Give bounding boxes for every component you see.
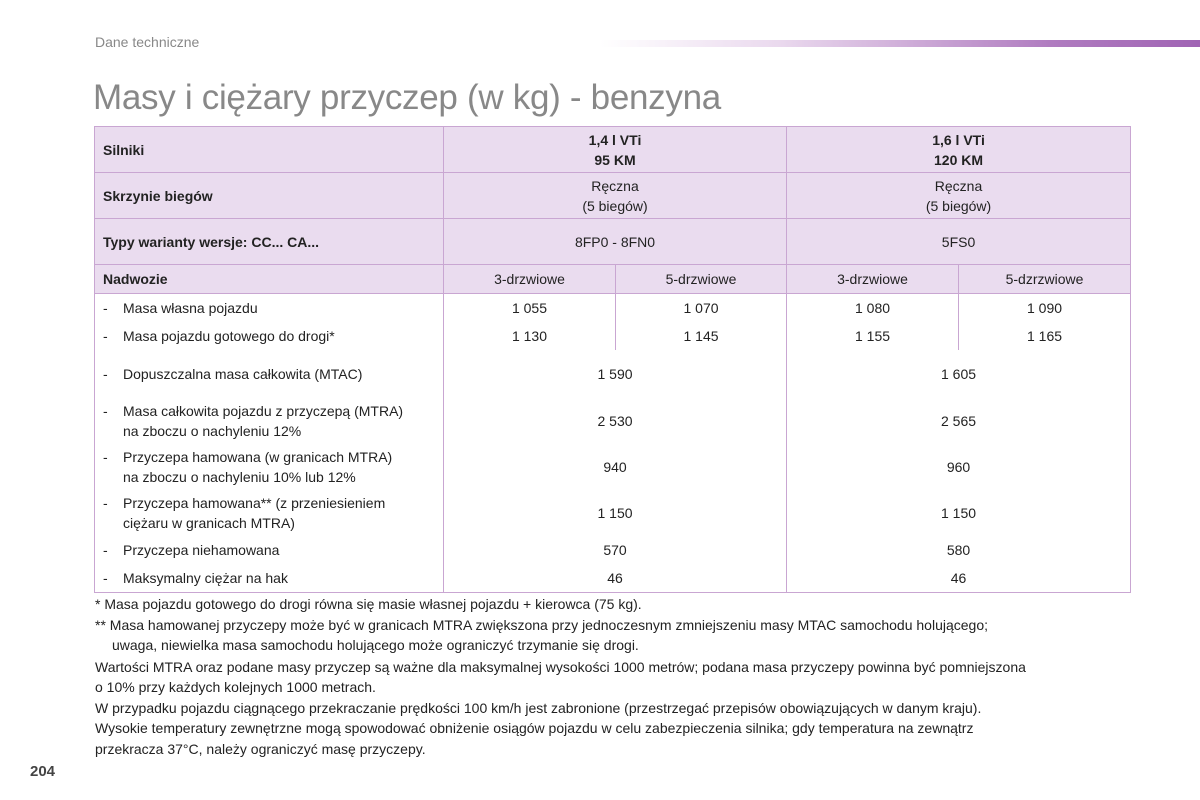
engine-2-power: 120 KM (934, 151, 984, 168)
row-label-text: Maksymalny ciężar na hak (123, 570, 288, 586)
body-label: Nadwozie (94, 264, 444, 294)
engines-row: Silniki 1,4 l VTi 95 KM 1,6 l VTi 120 KM (94, 126, 1132, 173)
table-row: - Masa całkowita pojazdu z przyczepą (MTR… (94, 398, 1132, 444)
value-cell: 1 070 (614, 293, 788, 322)
gearbox-2: Ręczna (5 biegów) (786, 172, 1132, 219)
row-label: - Przyczepa niehamowana (94, 536, 444, 564)
row-label: - Przyczepa hamowana (w granicach MTRA) na… (94, 444, 444, 490)
engine-1: 1,4 l VTi 95 KM (442, 126, 788, 173)
table-row: - Przyczepa hamowana (w granicach MTRA) na… (94, 444, 1132, 490)
row-label-line: na zboczu o nachyleniu 12% (123, 423, 302, 439)
types-label: Typy warianty wersje: CC... CA... (94, 218, 444, 265)
engine-1-power: 95 KM (594, 151, 636, 168)
footnote-2-continuation: uwaga, niewielka masa samochodu holujące… (112, 637, 639, 653)
table-row: - Dopuszczalna masa całkowita (MTAC) 1 59… (94, 350, 1132, 398)
value-cell: 2 565 (786, 398, 1132, 444)
row-label: - Masa pojazdu gotowego do drogi* (94, 322, 444, 350)
row-label: - Maksymalny ciężar na hak (94, 564, 444, 593)
table-row: - Masa własna pojazdu 1 055 1 070 1 080 1… (94, 293, 1132, 322)
row-label: - Masa własna pojazdu (94, 293, 444, 322)
row-dash: - (103, 328, 108, 344)
body-col-4: 5-dzrzwiowe (958, 264, 1132, 294)
row-label-line: ciężaru w granicach MTRA) (123, 515, 295, 531)
row-label-line: Przyczepa hamowana (w granicach MTRA) (123, 449, 393, 465)
types-1: 8FP0 - 8FN0 (442, 218, 788, 265)
page-number: 204 (30, 763, 56, 780)
footnote-2: ** Masa hamowanej przyczepy może być w g… (95, 616, 988, 633)
value-cell: 570 (442, 536, 788, 564)
gearbox-1-type: Ręczna (591, 177, 639, 194)
value-cell: 1 165 (958, 322, 1132, 350)
row-label: - Przyczepa hamowana** (z przeniesieniem c… (94, 490, 444, 536)
footnotes: * Masa pojazdu gotowego do drogi równa s… (95, 594, 1135, 759)
gearbox-2-type: Ręczna (934, 177, 983, 194)
row-label-line: Masa całkowita pojazdu z przyczepą (MTRA… (123, 403, 404, 419)
row-label-text: Masa całkowita pojazdu z przyczepą (MTRA… (123, 401, 423, 441)
table-row: - Przyczepa hamowana** (z przeniesieniem c… (94, 490, 1132, 536)
engines-label: Silniki (94, 126, 444, 173)
weights-table: Silniki 1,4 l VTi 95 KM 1,6 l VTi 120 KM… (94, 126, 1132, 593)
gearbox-2-gears: (5 biegów) (925, 197, 992, 214)
value-cell: 1 145 (614, 322, 788, 350)
value-cell: 1 155 (786, 322, 960, 350)
value-cell: 2 530 (442, 398, 788, 444)
value-cell: 1 055 (443, 293, 616, 322)
row-label: - Dopuszczalna masa całkowita (MTAC) (94, 350, 444, 398)
engine-2: 1,6 l VTi 120 KM (786, 126, 1132, 173)
value-cell: 1 130 (443, 322, 616, 350)
value-cell: 1 150 (786, 490, 1132, 536)
row-label-text: Masa pojazdu gotowego do drogi* (123, 328, 335, 344)
table-row: - Masa pojazdu gotowego do drogi* 1 130 1… (94, 322, 1132, 350)
body-col-2: 5-drzwiowe (614, 264, 788, 294)
note-speed: W przypadku pojazdu ciągnącego przekracz… (95, 699, 982, 716)
row-dash: - (103, 449, 108, 465)
footnote-1: * Masa pojazdu gotowego do drogi równa s… (95, 596, 642, 612)
row-dash: - (103, 570, 108, 586)
note-temperature: Wysokie temperatury zewnętrzne mogą spow… (95, 720, 974, 736)
row-label-text: Dopuszczalna masa całkowita (MTAC) (123, 366, 363, 382)
types-2: 5FS0 (786, 218, 1132, 265)
value-cell: 1 590 (442, 350, 788, 398)
gearbox-row: Skrzynie biegów Ręczna (5 biegów) Ręczna… (94, 172, 1132, 219)
note-mtra-continuation: o 10% przy każdych kolejnych 1000 metrac… (95, 679, 376, 695)
section-label: Dane techniczne (95, 34, 200, 50)
row-dash: - (103, 542, 108, 558)
value-cell: 1 090 (958, 293, 1132, 322)
gearbox-1-gears: (5 biegów) (582, 197, 648, 214)
types-row: Typy warianty wersje: CC... CA... 8FP0 -… (94, 218, 1132, 265)
gearbox-label: Skrzynie biegów (94, 172, 444, 219)
body-col-3: 3-drzwiowe (786, 264, 960, 294)
value-cell: 46 (442, 564, 788, 593)
row-dash: - (103, 366, 108, 382)
table-row: - Przyczepa niehamowana 570 580 (94, 536, 1132, 564)
value-cell: 46 (786, 564, 1132, 593)
value-cell: 960 (786, 444, 1132, 490)
row-label-text: Przyczepa hamowana** (z przeniesieniem ci… (123, 493, 423, 533)
value-cell: 1 605 (786, 350, 1132, 398)
row-label-line: na zboczu o nachyleniu 10% lub 12% (123, 469, 356, 485)
note-temperature-continuation: przekracza 37°C, należy ograniczyć masę … (95, 740, 426, 757)
value-cell: 940 (442, 444, 788, 490)
row-dash: - (103, 403, 108, 419)
engine-1-name: 1,4 l VTi (588, 131, 642, 148)
row-label: - Masa całkowita pojazdu z przyczepą (MTR… (94, 398, 444, 444)
row-label-text: Przyczepa hamowana (w granicach MTRA) na … (123, 447, 423, 487)
value-cell: 580 (786, 536, 1132, 564)
value-cell: 1 080 (786, 293, 960, 322)
row-label-text: Masa własna pojazdu (123, 300, 258, 316)
body-col-1: 3-drzwiowe (443, 264, 616, 294)
page-title: Masy i ciężary przyczep (w kg) - benzyna (93, 78, 721, 117)
row-label-text: Przyczepa niehamowana (123, 542, 280, 558)
row-label-line: Przyczepa hamowana** (z przeniesieniem (123, 495, 386, 511)
header-accent-bar (600, 40, 1200, 47)
engine-2-name: 1,6 l VTi (932, 131, 985, 148)
value-cell: 1 150 (442, 490, 788, 536)
row-dash: - (103, 495, 108, 511)
note-mtra: Wartości MTRA oraz podane masy przyczep … (95, 658, 1026, 675)
gearbox-1: Ręczna (5 biegów) (442, 172, 788, 219)
row-dash: - (103, 300, 108, 316)
body-row: Nadwozie 3-drzwiowe 5-drzwiowe 3-drzwiow… (94, 264, 1132, 294)
table-row: - Maksymalny ciężar na hak 46 46 (94, 564, 1132, 593)
